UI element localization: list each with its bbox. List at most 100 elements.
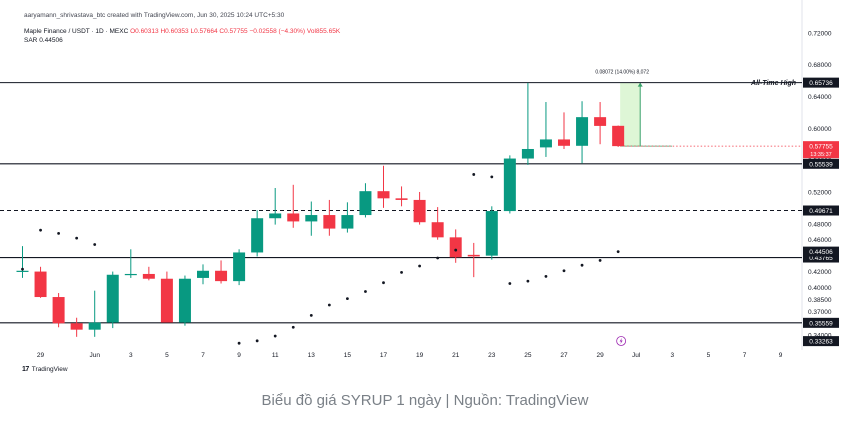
level-price-tag (803, 77, 839, 88)
low-value: L0.57664 (190, 28, 218, 35)
candle-body-up[interactable] (305, 215, 318, 222)
x-tick-label: 5 (707, 352, 711, 359)
tradingview-logo-icon: 17 (22, 366, 29, 373)
tradingview-logo: 17 TradingView (22, 366, 68, 373)
x-tick-label: 3 (129, 352, 133, 359)
sar-price-tag-text: 0.44506 (809, 249, 833, 256)
x-tick-label: 7 (743, 352, 747, 359)
y-tick-label: 0.72000 (808, 30, 832, 37)
x-tick-label: 13 (308, 352, 316, 359)
symbol-name[interactable]: Maple Finance / USDT · 1D · MEXC (24, 28, 129, 35)
candle-body-down[interactable] (215, 270, 228, 282)
candle-body-up[interactable] (269, 213, 282, 219)
low-price-tag (803, 336, 839, 347)
x-tick-label: 25 (524, 352, 532, 359)
sar-dot (562, 269, 566, 273)
sar-value: 0.44506 (39, 37, 63, 44)
candle-body-up[interactable] (521, 148, 534, 159)
candle-body-down[interactable] (34, 271, 47, 298)
candle-body-up[interactable] (16, 270, 29, 272)
candle-body-up[interactable] (178, 278, 191, 323)
sar-dot (472, 173, 476, 176)
low-price-tag-text: 0.33263 (809, 339, 833, 346)
level-price-tag (803, 317, 839, 328)
projection-arrow-head (637, 82, 643, 87)
y-tick-label: 0.46000 (808, 237, 832, 244)
candle-body-up[interactable] (503, 158, 516, 212)
sar-dot (364, 290, 367, 293)
candle-body-down[interactable] (558, 139, 570, 146)
candle-body-up[interactable] (233, 252, 246, 282)
sar-dot (291, 325, 295, 329)
y-tick-label: 0.60000 (808, 126, 832, 133)
x-tick-label: 9 (779, 352, 783, 359)
candle-body-up[interactable] (88, 322, 101, 330)
candle-body-down[interactable] (142, 273, 155, 279)
projection-label: 0.08072 (14.00%) 8,072 (595, 70, 649, 76)
candle-body-up[interactable] (485, 211, 498, 256)
candle-body-up[interactable] (124, 273, 137, 276)
chart-canvas[interactable]: 0.720000.680000.640000.600000.560000.520… (0, 0, 850, 380)
current-price-tag-text: 0.57755 (809, 144, 833, 151)
candle-body-down[interactable] (467, 254, 480, 257)
sar-dot (57, 231, 60, 235)
candle-body-up[interactable] (197, 270, 209, 278)
x-tick-label: 11 (272, 352, 279, 359)
y-tick-label: 0.48000 (808, 221, 832, 228)
level-price-tag-text: 0.49671 (809, 208, 833, 215)
sar-dot (327, 303, 331, 307)
candle-body-down[interactable] (413, 199, 426, 223)
candle-body-down[interactable] (287, 213, 300, 222)
candle-body-down[interactable] (395, 198, 408, 200)
x-tick-label: Jul (632, 352, 641, 359)
sar-dot (237, 341, 241, 345)
x-tick-label: 23 (488, 352, 496, 359)
y-tick-label: 0.42000 (808, 269, 832, 276)
candle-body-down[interactable] (377, 191, 390, 199)
candle-body-up[interactable] (106, 274, 119, 323)
candle-body-down[interactable] (70, 323, 83, 330)
sar-dot (255, 339, 259, 343)
sar-dot (508, 282, 512, 285)
countdown-text: 13:35:37 (810, 152, 831, 158)
candle-body-up[interactable] (341, 215, 354, 229)
sar-dot (346, 297, 349, 301)
close-value: C0.57755 (219, 28, 248, 35)
x-tick-label: 9 (237, 352, 241, 359)
open-value: O0.60313 (130, 28, 159, 35)
sar-dot (544, 274, 548, 278)
x-tick-label: 21 (452, 352, 460, 359)
symbol-legend: Maple Finance / USDT · 1D · MEXC O0.6031… (24, 28, 340, 35)
candle-body-down[interactable] (160, 278, 173, 323)
sar-label[interactable]: SAR (24, 37, 38, 44)
candle-body-up[interactable] (576, 117, 589, 146)
chart-credit: aaryamann_shrivastava_btc created with T… (24, 12, 285, 19)
candle-body-down[interactable] (323, 215, 336, 229)
y-tick-label: 0.37000 (808, 309, 832, 316)
level-price-tag-text: 0.35559 (809, 320, 833, 327)
sar-dot (598, 259, 602, 262)
chart-caption: Biểu đồ giá SYRUP 1 ngày | Nguồn: Tradin… (261, 392, 589, 409)
x-tick-label: 15 (344, 352, 352, 359)
candle-body-down[interactable] (594, 117, 607, 126)
candle-body-down[interactable] (52, 297, 65, 324)
candle-body-up[interactable] (359, 191, 372, 216)
sar-dot (616, 250, 620, 254)
candle-body-down[interactable] (449, 237, 462, 258)
candle-body-down[interactable] (612, 125, 625, 147)
y-tick-label: 0.64000 (808, 94, 832, 101)
ath-label: All-Time High (750, 80, 796, 87)
x-tick-label: 7 (201, 352, 205, 359)
sar-dot (273, 334, 277, 338)
candle-body-up[interactable] (251, 218, 264, 253)
candle-body-down[interactable] (431, 222, 444, 238)
sar-dot (490, 175, 494, 179)
sar-dot (526, 279, 530, 283)
sar-dot (309, 313, 313, 317)
sar-dot (21, 267, 24, 271)
x-tick-label: 29 (37, 352, 45, 359)
projection-box[interactable] (620, 82, 641, 147)
sar-dot (382, 281, 385, 285)
candle-body-up[interactable] (539, 139, 552, 148)
sar-dot (436, 256, 440, 260)
